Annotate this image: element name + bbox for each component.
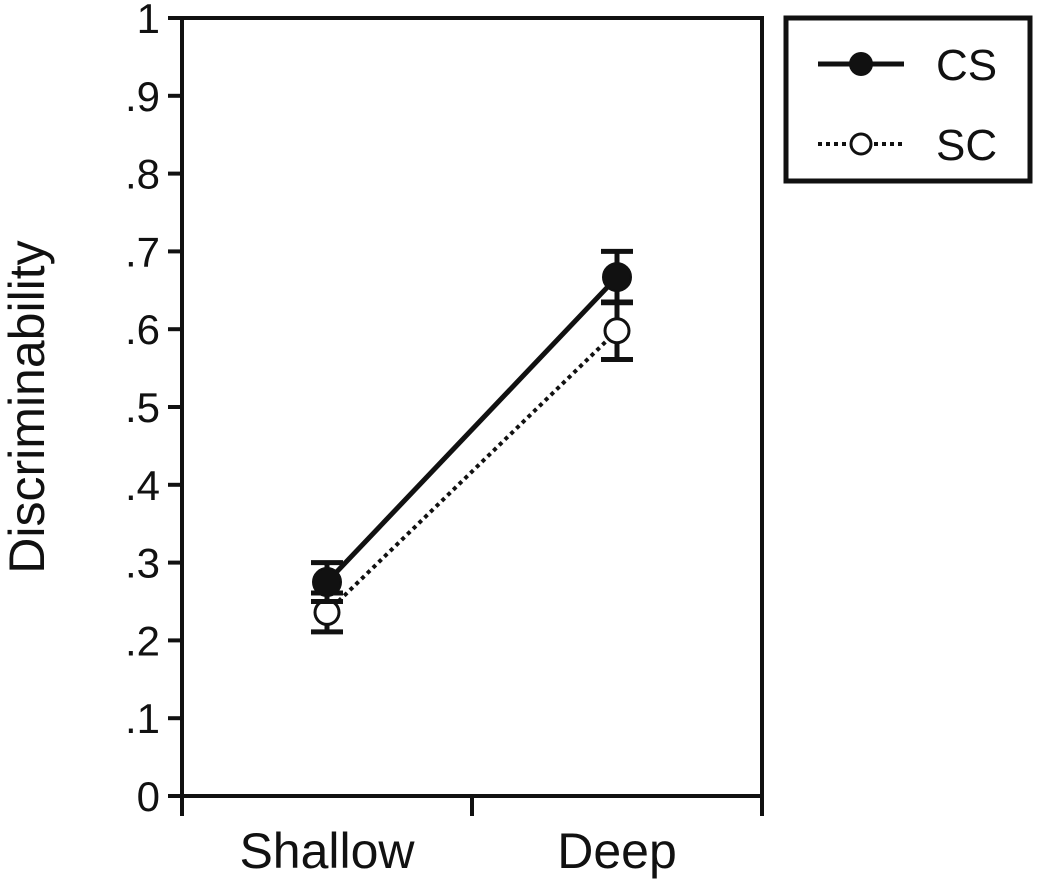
y-tick-label: .5 [125,384,160,431]
y-tick-label: 0 [137,773,160,820]
y-tick-label: .7 [125,228,160,275]
series-line-sc [325,329,619,614]
legend-label-sc: SC [936,121,997,170]
data-point-sc [603,317,631,345]
legend-box [783,15,1033,184]
y-tick-label: .9 [125,73,160,120]
plot-area: 0 .1 .2 .3 .4 .5 .6 .7 .8 .9 1 Shallow Deep Discrimin… [0,0,764,879]
y-tick-label: .1 [125,695,160,742]
y-tick-label: .4 [125,462,160,509]
data-point-cs [602,262,632,293]
series-line-cs [325,275,619,584]
y-tick-label: 1 [137,0,160,42]
legend-label-cs: CS [936,41,997,90]
y-tick-label: .3 [125,540,160,587]
legend: CS SC [783,15,1033,184]
y-tick-label: .2 [125,617,160,664]
y-axis-label: Discriminability [0,240,55,573]
data-point-cs [312,567,342,598]
x-tick-label: Deep [557,823,677,879]
legend-marker-cs [849,52,873,76]
y-tick-label: .8 [125,151,160,198]
legend-marker-sc [849,132,873,156]
y-tick-label: .6 [125,306,160,353]
plot-frame [180,16,764,798]
x-tick-label: Shallow [239,823,415,879]
